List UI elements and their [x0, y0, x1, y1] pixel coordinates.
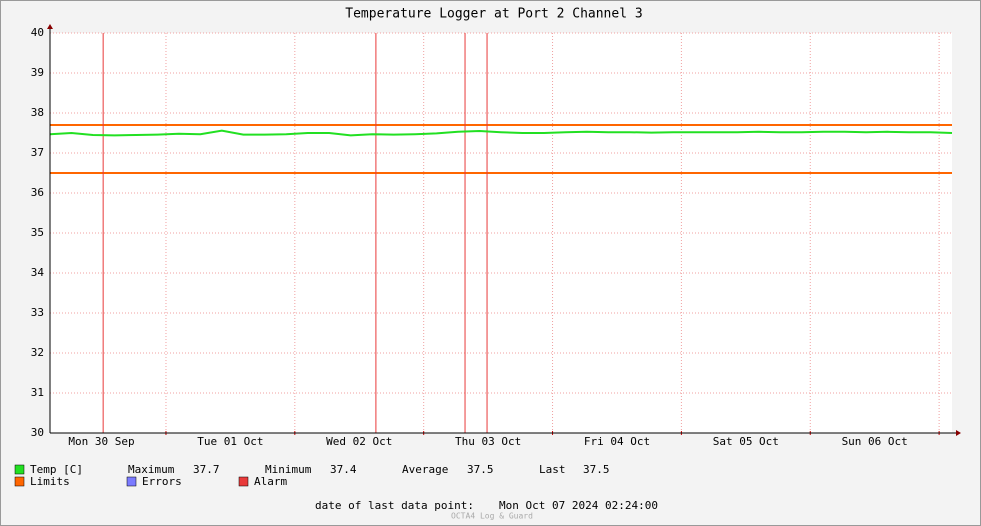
- stat-label: Average: [402, 463, 448, 476]
- y-tick-label: 34: [31, 266, 45, 279]
- y-tick-label: 37: [31, 146, 44, 159]
- y-tick-label: 33: [31, 306, 44, 319]
- x-tick-label: Thu 03 Oct: [455, 435, 521, 448]
- footer-label: date of last data point:: [315, 499, 474, 512]
- y-tick-label: 32: [31, 346, 44, 359]
- stat-label: Minimum: [265, 463, 312, 476]
- temp-line: [49, 129, 953, 137]
- legend-label: Alarm: [254, 475, 287, 488]
- stat-value: 37.5: [583, 463, 610, 476]
- legend-label: Limits: [30, 475, 70, 488]
- y-tick-label: 36: [31, 186, 44, 199]
- x-tick-label: Fri 04 Oct: [584, 435, 650, 448]
- credit: OCTA4 Log & Guard: [451, 512, 533, 521]
- legend-label: Errors: [142, 475, 182, 488]
- y-tick-label: 35: [31, 226, 44, 239]
- x-axis-arrow: [956, 430, 961, 436]
- y-tick-label: 31: [31, 386, 44, 399]
- legend-label: Temp [C]: [30, 463, 83, 476]
- y-axis-arrow: [47, 24, 53, 29]
- y-tick-label: 38: [31, 106, 44, 119]
- x-tick-label: Sun 06 Oct: [842, 435, 908, 448]
- footer-value: Mon Oct 07 2024 02:24:00: [499, 499, 658, 512]
- stat-value: 37.4: [330, 463, 357, 476]
- y-tick-label: 30: [31, 426, 44, 439]
- legend-swatch: [238, 476, 249, 487]
- x-tick-label: Tue 01 Oct: [197, 435, 263, 448]
- legend-swatch: [14, 476, 25, 487]
- stat-value: 37.5: [467, 463, 494, 476]
- legend-swatch: [14, 464, 25, 475]
- y-tick-label: 39: [31, 66, 44, 79]
- stat-value: 37.7: [193, 463, 220, 476]
- x-tick-label: Mon 30 Sep: [68, 435, 134, 448]
- x-tick-label: Sat 05 Oct: [713, 435, 779, 448]
- y-tick-label: 40: [31, 26, 44, 39]
- stat-label: Maximum: [128, 463, 175, 476]
- legend-swatch: [126, 476, 137, 487]
- stat-label: Last: [539, 463, 566, 476]
- x-tick-label: Wed 02 Oct: [326, 435, 392, 448]
- chart-title: Temperature Logger at Port 2 Channel 3: [345, 7, 642, 22]
